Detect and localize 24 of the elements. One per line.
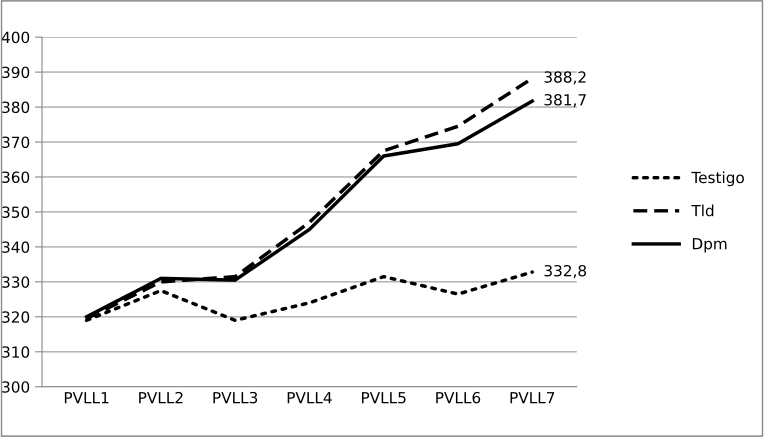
y-tick-label: 370 (2, 136, 30, 148)
y-tick-label: 380 (2, 102, 30, 114)
y-tick-label: 360 (2, 171, 30, 184)
y-tick-label: 320 (2, 311, 30, 323)
data-label: 332,8 (544, 264, 586, 278)
y-tick-label: 310 (2, 346, 30, 358)
y-tick-label: 300 (2, 381, 30, 393)
data-label: 388,2 (544, 71, 586, 84)
legend-label: Tld (691, 204, 714, 216)
x-tick-label: PVLL4 (288, 392, 332, 404)
x-tick-label: PVLL5 (362, 392, 406, 404)
x-tick-label: PVLL6 (436, 392, 480, 404)
x-tick-label: PVLL7 (510, 392, 554, 404)
x-tick-label: PVLL1 (64, 392, 108, 404)
y-tick-label: 330 (2, 276, 30, 288)
y-tick-label: 400 (2, 32, 30, 44)
legend-label: Dpm (692, 238, 726, 252)
legend-label: Testigo (691, 171, 744, 186)
data-label: 381,7 (544, 94, 586, 108)
y-tick-label: 350 (2, 206, 30, 218)
x-tick-label: PVLL3 (213, 392, 258, 404)
x-tick-label: PVLL2 (139, 392, 183, 404)
y-tick-label: 390 (2, 66, 30, 78)
y-tick-label: 340 (2, 241, 30, 253)
